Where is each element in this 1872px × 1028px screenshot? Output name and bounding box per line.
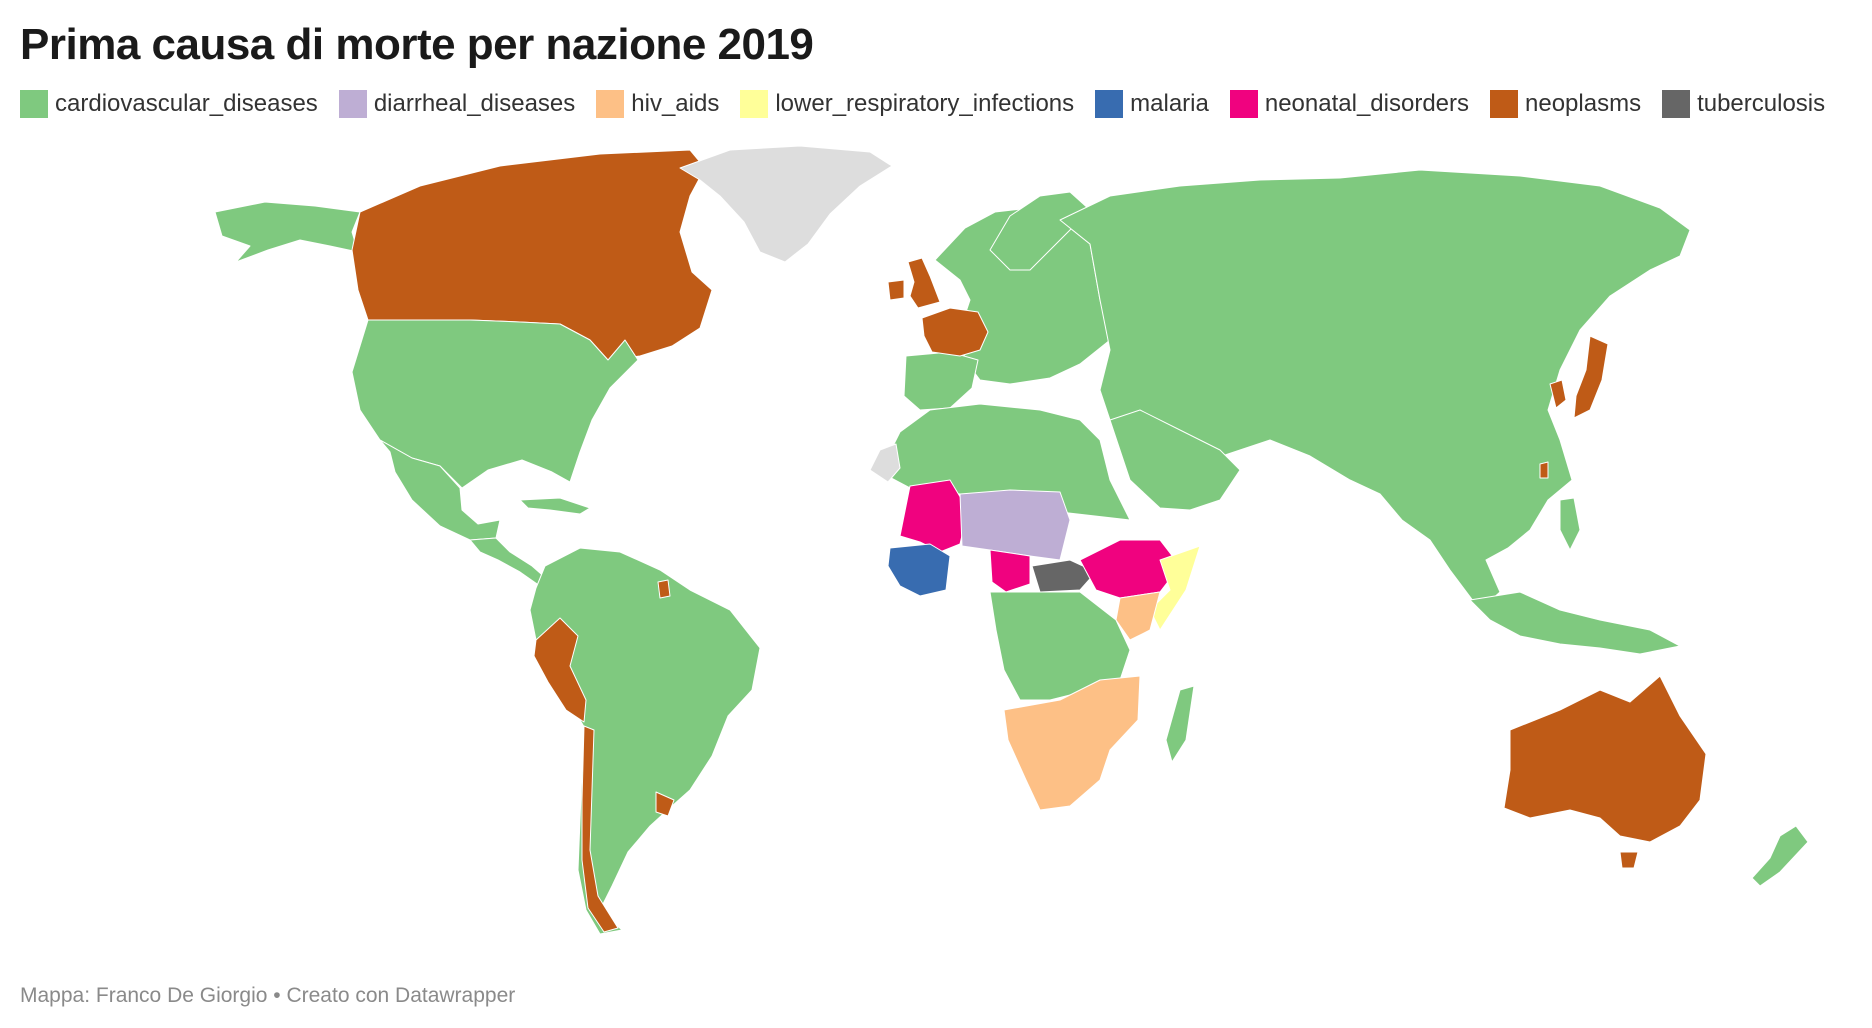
legend-label: lower_respiratory_infections [775, 90, 1075, 117]
region-western-sahara[interactable] [869, 443, 901, 483]
legend: cardiovascular_diseases diarrheal_diseas… [20, 90, 1846, 118]
legend-swatch [596, 90, 625, 118]
region-ireland[interactable] [887, 279, 905, 301]
legend-swatch [740, 90, 769, 118]
legend-item-tuberculosis[interactable]: tuberculosis [1662, 90, 1825, 118]
legend-item-neoplasms[interactable]: neoplasms [1490, 90, 1641, 118]
region-chile[interactable] [581, 725, 619, 933]
region-guiana[interactable] [657, 579, 671, 599]
chart-title: Prima causa di morte per nazione 2019 [20, 20, 814, 69]
region-philippines[interactable] [1559, 497, 1581, 551]
region-middle-east[interactable] [1109, 409, 1241, 511]
region-korea[interactable] [1549, 379, 1567, 409]
legend-item-cardiovascular[interactable]: cardiovascular_diseases [20, 90, 318, 118]
footer-credit: Mappa: Franco De Giorgio • Creato con Da… [20, 984, 516, 1007]
region-sea-islands[interactable] [1469, 591, 1681, 655]
region-peru[interactable] [533, 617, 587, 723]
legend-swatch [1490, 90, 1518, 118]
legend-swatch [1095, 90, 1124, 118]
region-west-africa-malaria[interactable] [887, 543, 951, 597]
region-iberia[interactable] [903, 351, 979, 411]
region-somalia[interactable] [1149, 545, 1201, 631]
legend-label: tuberculosis [1697, 90, 1826, 117]
legend-swatch [20, 90, 48, 118]
legend-swatch [1229, 90, 1258, 118]
legend-item-diarrheal[interactable]: diarrheal_diseases [338, 90, 576, 118]
region-uruguay[interactable] [655, 791, 675, 817]
region-mali[interactable] [899, 479, 969, 553]
region-central-african-rep[interactable] [1031, 559, 1097, 593]
region-nigeria[interactable] [989, 549, 1031, 593]
region-greenland[interactable] [679, 145, 893, 263]
region-south-america[interactable] [529, 547, 761, 935]
region-alaska[interactable] [214, 201, 361, 263]
legend-label: diarrheal_diseases [373, 90, 576, 117]
legend-swatch [338, 90, 367, 118]
legend-label: malaria [1130, 90, 1209, 117]
region-madagascar[interactable] [1165, 685, 1195, 763]
region-australia[interactable] [1503, 675, 1707, 843]
region-uk[interactable] [907, 257, 941, 309]
legend-item-malaria[interactable]: malaria [1095, 90, 1209, 118]
region-new-zealand[interactable] [1751, 825, 1809, 887]
region-niger-chad[interactable] [959, 489, 1071, 561]
region-kenya[interactable] [1115, 591, 1161, 641]
legend-label: hiv_aids [631, 90, 720, 117]
region-tasmania[interactable] [1619, 851, 1639, 869]
region-taiwan[interactable] [1539, 461, 1549, 479]
legend-label: neonatal_disorders [1264, 90, 1469, 117]
legend-item-lower-respiratory[interactable]: lower_respiratory_infections [740, 90, 1074, 118]
region-caribbean[interactable] [519, 497, 591, 515]
legend-label: cardiovascular_diseases [55, 90, 318, 117]
world-map [214, 145, 1809, 935]
legend-swatch [1662, 90, 1691, 118]
region-central-america[interactable] [469, 537, 549, 587]
region-japan[interactable] [1573, 335, 1609, 419]
region-mexico[interactable] [379, 439, 501, 541]
region-southern-africa[interactable] [1003, 675, 1141, 811]
legend-label: neoplasms [1525, 90, 1642, 117]
legend-item-hiv-aids[interactable]: hiv_aids [596, 90, 719, 118]
region-france[interactable] [921, 307, 989, 357]
legend-item-neonatal[interactable]: neonatal_disorders [1229, 90, 1469, 118]
